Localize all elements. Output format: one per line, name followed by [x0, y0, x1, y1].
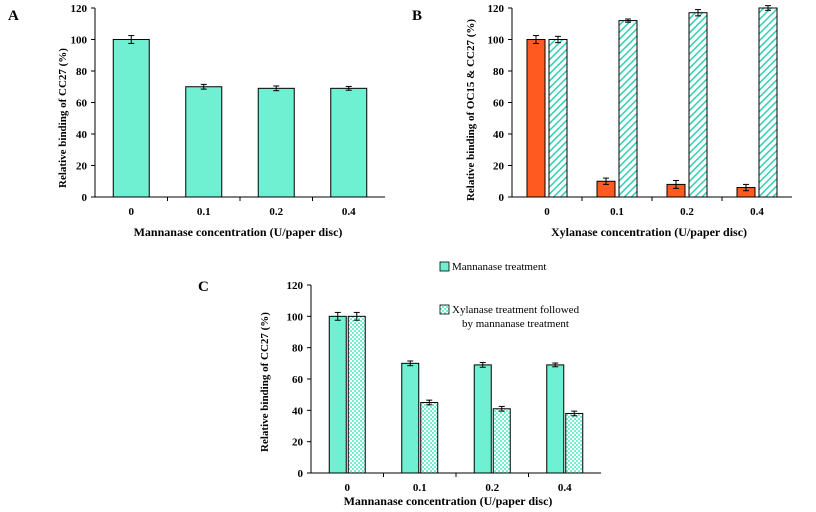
panel-label-B: B [412, 8, 422, 24]
y-axis-label-C: Relative binding of CC27 (%) [259, 312, 271, 452]
bar-C-mannanase-treatment-0.2 [473, 364, 492, 474]
x-tick-label-A: 0.1 [197, 206, 211, 218]
legend-swatch-mannanase [439, 261, 450, 272]
y-tick-label-B: 0 [499, 192, 505, 204]
y-tick-label-A: 80 [76, 66, 88, 78]
legend-swatch-xylanase-mannanase [439, 304, 450, 315]
bar-A-mannanase-treatment-0.1 [185, 86, 223, 198]
y-tick-label-A: 60 [76, 98, 88, 110]
panel-label-A: A [8, 8, 19, 24]
y-tick-label-B: 120 [488, 3, 505, 15]
bar-A-mannanase-treatment-0 [112, 39, 150, 198]
bar-C-xylanase-treatment-followed-by-mannanase-treatment-0 [347, 315, 366, 474]
legend-label-mannanase: Mannanase treatment [452, 261, 546, 273]
bar-A-mannanase-treatment-0.2 [257, 87, 295, 198]
y-tick-label-A: 20 [76, 161, 88, 173]
x-axis-label-A: Mannanase concentration (U/paper disc) [134, 225, 343, 239]
x-axis-label-B: Xylanase concentration (U/paper disc) [551, 225, 747, 239]
x-axis-label-C: Mannanase concentration (U/paper disc) [344, 494, 553, 508]
y-tick-label-C: 40 [292, 405, 304, 417]
y-tick-label-A: 120 [71, 3, 88, 15]
bar-C-mannanase-treatment-0 [328, 315, 347, 474]
x-tick-label-C: 0 [345, 482, 351, 494]
y-tick-label-C: 0 [298, 468, 304, 480]
y-tick-label-A: 0 [82, 192, 88, 204]
y-axis-label-A: Relative binding of CC27 (%) [57, 48, 69, 188]
bar-B-cc27-0.4 [758, 7, 778, 198]
x-tick-label-A: 0.4 [342, 206, 356, 218]
y-tick-label-C: 80 [292, 343, 304, 355]
bar-A-mannanase-treatment-0.4 [330, 87, 368, 198]
y-tick-label-A: 40 [76, 129, 88, 141]
bar-C-mannanase-treatment-0.1 [401, 362, 420, 474]
x-tick-label-B: 0.2 [680, 206, 694, 218]
legend-C: Mannanase treatment Xylanase treatment f… [439, 261, 580, 330]
y-tick-label-B: 80 [493, 66, 505, 78]
x-tick-label-B: 0.1 [610, 206, 624, 218]
panel-label-C: C [198, 279, 209, 295]
y-tick-label-B: 40 [493, 129, 505, 141]
bar-B-cc27-0.2 [688, 12, 708, 198]
x-tick-label-A: 0.2 [269, 206, 283, 218]
bar-C-xylanase-treatment-followed-by-mannanase-treatment-0.1 [420, 402, 439, 474]
bar-C-xylanase-treatment-followed-by-mannanase-treatment-0.2 [492, 408, 511, 474]
y-tick-label-C: 20 [292, 437, 304, 449]
x-tick-label-B: 0 [544, 206, 550, 218]
bar-C-xylanase-treatment-followed-by-mannanase-treatment-0.4 [565, 412, 584, 474]
bar-B-cc27-0.1 [618, 20, 638, 198]
bar-B-oc15-0 [526, 39, 546, 198]
x-tick-label-A: 0 [129, 206, 135, 218]
y-tick-label-B: 60 [493, 98, 505, 110]
y-tick-label-A: 100 [71, 35, 88, 47]
y-tick-label-C: 60 [292, 374, 304, 386]
y-tick-label-B: 100 [488, 35, 505, 47]
legend-label-xylanase-line2: by mannanase treatment [462, 318, 569, 330]
x-tick-label-C: 0.4 [558, 482, 572, 494]
x-tick-label-C: 0.2 [485, 482, 499, 494]
x-tick-label-C: 0.1 [413, 482, 427, 494]
y-tick-label-C: 100 [287, 311, 304, 323]
legend-label-xylanase-line1: Xylanase treatment followed [452, 304, 580, 316]
bar-C-mannanase-treatment-0.4 [546, 364, 565, 474]
x-tick-label-B: 0.4 [750, 206, 764, 218]
y-tick-label-B: 20 [493, 161, 505, 173]
y-axis-label-B: Relative binding of OC15 & CC27 (%) [465, 19, 477, 201]
bar-B-cc27-0 [548, 39, 568, 198]
y-tick-label-C: 120 [287, 280, 304, 292]
